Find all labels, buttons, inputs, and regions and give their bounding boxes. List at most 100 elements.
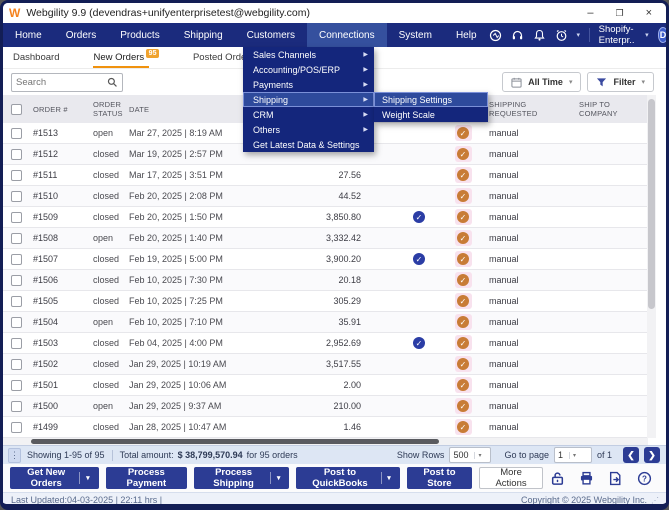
post-to-quickbooks-button[interactable]: Post to QuickBooks▾ xyxy=(296,467,399,489)
table-row[interactable]: #1510closedFeb 20, 2025 | 2:08 PM44.52✓m… xyxy=(3,186,648,207)
menu-item-sales-channels[interactable]: Sales Channels▶ xyxy=(243,47,374,62)
table-row[interactable]: #1501closedJan 29, 2025 | 10:06 AM2.00✓m… xyxy=(3,375,648,396)
vertical-scrollbar[interactable] xyxy=(647,95,656,438)
window-title: Webgility 9.9 (devendras+unifyenterprise… xyxy=(26,7,310,19)
process-shipping-button[interactable]: Process Shipping▾ xyxy=(194,467,289,489)
menu-item-accounting-pos-erp[interactable]: Accounting/POS/ERP▶ xyxy=(243,62,374,77)
get-new-orders-button[interactable]: Get New Orders▾ xyxy=(10,467,99,489)
row-checkbox[interactable] xyxy=(11,254,22,265)
row-checkbox[interactable] xyxy=(11,149,22,160)
row-checkbox[interactable] xyxy=(11,212,22,223)
row-checkbox[interactable] xyxy=(11,401,22,412)
nav-item-customers[interactable]: Customers xyxy=(235,23,307,47)
nav-item-products[interactable]: Products xyxy=(108,23,171,47)
maximize-button[interactable]: ❐ xyxy=(615,4,623,22)
row-checkbox[interactable] xyxy=(11,296,22,307)
order-status: closed xyxy=(93,296,129,306)
show-rows-select[interactable]: 500▾ xyxy=(449,447,491,463)
tab-new-orders[interactable]: New Orders95 xyxy=(93,47,158,68)
filter-button[interactable]: Filter ▾ xyxy=(587,72,654,92)
scheduler-clock-icon[interactable] xyxy=(555,29,568,42)
row-checkbox[interactable] xyxy=(11,170,22,181)
nav-item-shipping[interactable]: Shipping xyxy=(172,23,235,47)
posted-status-badge: ✓ xyxy=(455,314,472,330)
table-row[interactable]: #1509closedFeb 20, 2025 | 1:50 PM3,850.8… xyxy=(3,207,648,228)
row-checkbox[interactable] xyxy=(11,380,22,391)
table-row[interactable]: #1506closedFeb 10, 2025 | 7:30 PM20.18✓m… xyxy=(3,270,648,291)
menu-item-others[interactable]: Others▶ xyxy=(243,122,374,137)
column-header-order[interactable]: ORDER # xyxy=(29,105,93,114)
payment-status-cell: ✓ xyxy=(365,253,443,265)
close-button[interactable]: × xyxy=(646,4,652,22)
scheduler-caret-icon[interactable]: ▾ xyxy=(577,31,581,39)
headset-icon[interactable] xyxy=(511,29,524,42)
select-all-checkbox[interactable] xyxy=(11,104,22,115)
lock-icon[interactable] xyxy=(550,471,565,486)
posted-check-icon: ✓ xyxy=(457,358,469,370)
prev-page-button[interactable]: ❮ xyxy=(623,447,639,463)
row-checkbox[interactable] xyxy=(11,338,22,349)
table-row[interactable]: #1499closedJan 28, 2025 | 10:47 AM1.46✓m… xyxy=(3,417,648,438)
order-date: Feb 19, 2025 | 5:00 PM xyxy=(129,254,277,264)
nav-item-orders[interactable]: Orders xyxy=(54,23,109,47)
table-row[interactable]: #1508openFeb 20, 2025 | 1:40 PM3,332.42✓… xyxy=(3,228,648,249)
horizontal-scrollbar-thumb[interactable] xyxy=(31,439,439,444)
order-status: closed xyxy=(93,191,129,201)
posted-check-icon: ✓ xyxy=(457,190,469,202)
sync-icon[interactable] xyxy=(489,29,502,42)
submenu-item-shipping-settings[interactable]: Shipping Settings xyxy=(374,92,488,107)
row-checkbox[interactable] xyxy=(11,275,22,286)
posted-status-badge: ✓ xyxy=(455,293,472,309)
resize-grip[interactable]: ⋰ xyxy=(651,496,658,505)
table-row[interactable]: #1504openFeb 10, 2025 | 7:10 PM35.91✓man… xyxy=(3,312,648,333)
nav-item-help[interactable]: Help xyxy=(444,23,489,47)
submenu-item-weight-scale[interactable]: Weight Scale xyxy=(374,107,488,122)
row-checkbox[interactable] xyxy=(11,359,22,370)
order-status: closed xyxy=(93,422,129,432)
menu-item-payments[interactable]: Payments▶ xyxy=(243,77,374,92)
store-selector[interactable]: Shopify-Enterpr.. ▾ xyxy=(599,24,649,46)
tab-dashboard[interactable]: Dashboard xyxy=(13,47,59,68)
column-header-ship-to-company[interactable]: SHIP TO COMPANY xyxy=(575,100,648,118)
menu-item-crm[interactable]: CRM▶ xyxy=(243,107,374,122)
menu-item-get-latest-data-settings[interactable]: Get Latest Data & Settings xyxy=(243,137,374,152)
row-checkbox[interactable] xyxy=(11,128,22,139)
table-row[interactable]: #1502closedJan 29, 2025 | 10:19 AM3,517.… xyxy=(3,354,648,375)
print-icon[interactable] xyxy=(579,471,594,486)
grid-options-button[interactable]: ⋮ xyxy=(8,448,21,463)
horizontal-scrollbar[interactable] xyxy=(3,438,648,445)
help-icon[interactable]: ? xyxy=(637,471,652,486)
shipping-requested: manual xyxy=(483,212,575,222)
next-page-button[interactable]: ❯ xyxy=(644,447,660,463)
row-checkbox[interactable] xyxy=(11,191,22,202)
table-row[interactable]: #1503closedFeb 04, 2025 | 4:00 PM2,952.6… xyxy=(3,333,648,354)
search-icon[interactable] xyxy=(107,77,118,88)
nav-item-connections[interactable]: Connections xyxy=(307,23,387,47)
table-row[interactable]: #1507closedFeb 19, 2025 | 5:00 PM3,900.2… xyxy=(3,249,648,270)
row-checkbox[interactable] xyxy=(11,422,22,433)
table-row[interactable]: #1500openJan 29, 2025 | 9:37 AM210.00✓ma… xyxy=(3,396,648,417)
column-header-shipping-requested[interactable]: SHIPPING REQUESTED xyxy=(483,100,575,118)
user-avatar[interactable]: D xyxy=(658,27,669,43)
table-row[interactable]: #1505closedFeb 10, 2025 | 7:25 PM305.29✓… xyxy=(3,291,648,312)
row-checkbox[interactable] xyxy=(11,317,22,328)
order-status: closed xyxy=(93,149,129,159)
export-icon[interactable] xyxy=(608,471,623,486)
date-range-filter[interactable]: All Time ▾ xyxy=(502,72,581,92)
vertical-scrollbar-thumb[interactable] xyxy=(648,99,655,309)
minimize-button[interactable]: – xyxy=(587,4,593,22)
order-date: Feb 10, 2025 | 7:25 PM xyxy=(129,296,277,306)
menu-item-shipping[interactable]: Shipping▶ xyxy=(243,92,374,107)
more-actions-button[interactable]: More Actions xyxy=(479,467,543,489)
notifications-bell-icon[interactable] xyxy=(533,29,546,42)
row-checkbox-cell xyxy=(3,149,29,160)
goto-page-select[interactable]: 1▾ xyxy=(554,447,592,463)
search-input[interactable] xyxy=(12,77,107,88)
nav-item-system[interactable]: System xyxy=(387,23,444,47)
post-to-store-button[interactable]: Post to Store xyxy=(407,467,472,489)
nav-item-home[interactable]: Home xyxy=(3,23,54,47)
table-row[interactable]: #1511closedMar 17, 2025 | 3:51 PM27.56✓m… xyxy=(3,165,648,186)
column-header-status[interactable]: ORDER STATUS xyxy=(93,100,129,118)
row-checkbox[interactable] xyxy=(11,233,22,244)
process-payment-button[interactable]: Process Payment xyxy=(106,467,187,489)
